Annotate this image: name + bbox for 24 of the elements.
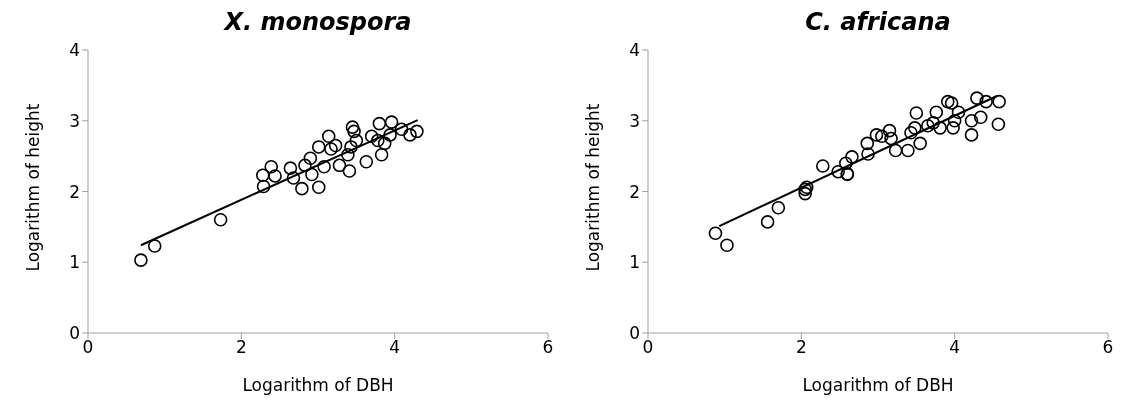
y-tick-label: 4 bbox=[629, 40, 640, 61]
chart-title: X. monospora bbox=[222, 8, 413, 38]
x-tick-label: 4 bbox=[949, 337, 961, 358]
chart-title: C. africana bbox=[804, 8, 952, 38]
x-tick-label: 2 bbox=[235, 337, 247, 358]
x-tick-label: 4 bbox=[389, 337, 401, 358]
x-tick-label: 6 bbox=[542, 337, 554, 358]
x-axis-title: Logarithm of DBH bbox=[802, 375, 954, 395]
x-tick-label: 0 bbox=[642, 337, 654, 358]
y-tick-label: 3 bbox=[69, 110, 80, 131]
y-axis-title: Logarithm of height bbox=[583, 103, 604, 272]
y-tick-label: 0 bbox=[69, 323, 80, 344]
y-tick-label: 1 bbox=[629, 252, 640, 273]
y-tick-label: 2 bbox=[69, 181, 80, 202]
y-tick-label: 4 bbox=[69, 40, 80, 61]
y-axis-title: Logarithm of height bbox=[23, 103, 44, 272]
x-axis-title: Logarithm of DBH bbox=[242, 375, 394, 395]
x-tick-label: 0 bbox=[82, 337, 94, 358]
y-tick-label: 1 bbox=[69, 252, 80, 273]
x-tick-label: 6 bbox=[1102, 337, 1114, 358]
y-tick-label: 0 bbox=[629, 323, 640, 344]
x-tick-label: 2 bbox=[795, 337, 807, 358]
y-tick-label: 2 bbox=[629, 181, 640, 202]
y-tick-label: 3 bbox=[629, 110, 640, 131]
